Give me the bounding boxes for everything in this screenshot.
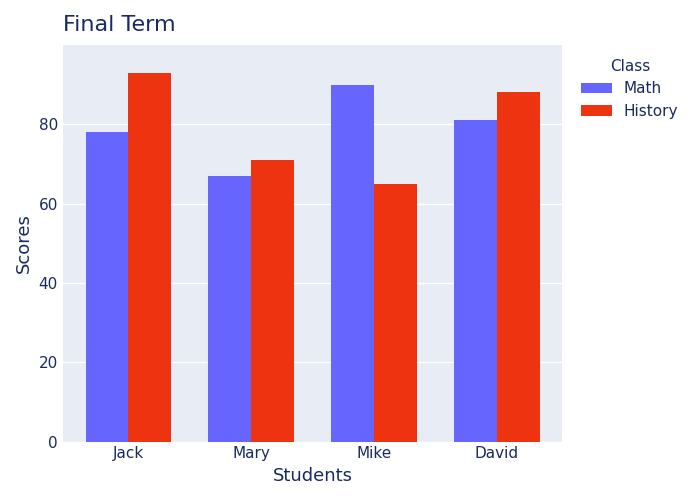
Bar — [129, 72, 172, 442]
Legend: Math, History: Math, History — [575, 52, 685, 125]
Bar — [85, 132, 129, 442]
Text: Final Term: Final Term — [63, 15, 176, 35]
Bar — [374, 184, 417, 442]
X-axis label: Students: Students — [272, 467, 353, 485]
Bar — [251, 160, 294, 442]
Bar — [209, 176, 251, 442]
Bar — [497, 92, 540, 442]
Y-axis label: Scores: Scores — [15, 214, 33, 273]
Bar — [454, 120, 497, 442]
Bar — [331, 84, 374, 442]
